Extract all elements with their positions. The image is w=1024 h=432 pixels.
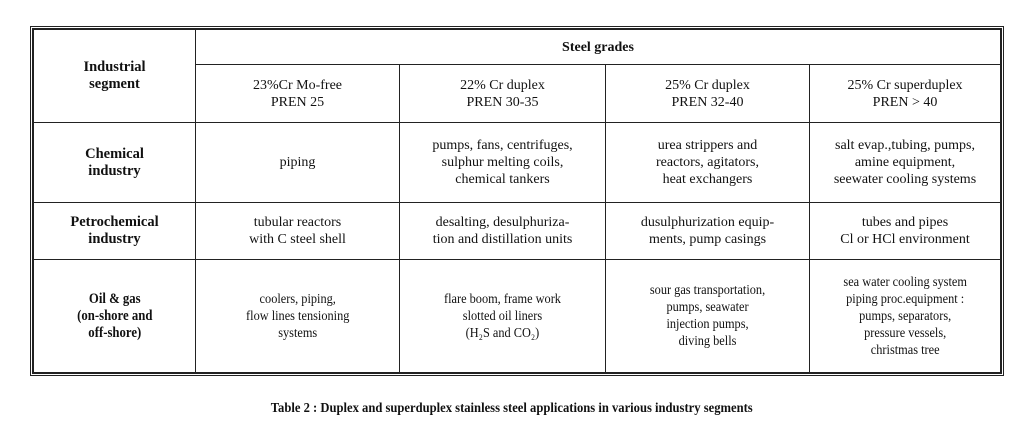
table-row: Chemical industry piping pumps, fans, cen… [33,122,1001,203]
application-cell: tubular reactors with C steel shell [195,202,400,260]
corner-header: Industrial segment [33,29,196,123]
segment-cell: Oil & gas (on-shore and off-shore) [33,259,196,373]
table-caption: Table 2 : Duplex and superduplex stainle… [0,401,1024,417]
application-cell: pumps, fans, centrifuges, sulphur melting… [399,122,606,203]
application-cell: piping [195,122,400,203]
grade-header: 25% Cr duplex PREN 32-40 [605,64,810,123]
segment-cell: Chemical industry [33,122,196,203]
application-cell: salt evap.,tubing, pumps, amine equipment… [809,122,1001,203]
application-cell: urea strippers and reactors, agitators, he… [605,122,810,203]
application-cell: desalting, desulphuriza-tion and distill… [399,202,606,260]
application-cell: tubes and pipes Cl or HCl environment [809,202,1001,260]
table-row: Oil & gas (on-shore and off-shore) coolers… [33,259,1001,373]
grade-header: 23%Cr Mo-free PREN 25 [195,64,400,123]
application-cell: sea water cooling system piping proc.equi… [809,259,1001,373]
steel-grades-header: Steel grades [195,29,1001,65]
applications-table-frame: Industrial segment Steel grades 23%Cr Mo… [30,26,1004,376]
applications-table: Industrial segment Steel grades 23%Cr Mo… [33,29,1001,373]
application-cell: flare boom, frame work slotted oil liners… [399,259,606,373]
corner-header-line: segment [89,76,140,92]
caption-text: Table 2 : Duplex and superduplex stainle… [271,401,753,416]
table-row: Petrochemical industry tubular reactors wi… [33,202,1001,260]
application-cell: sour gas transportation, pumps, seawater i… [605,259,810,373]
application-cell: coolers, piping, flow lines tensioning sys… [195,259,400,373]
grade-header: 25% Cr superduplex PREN > 40 [809,64,1001,123]
application-cell: dusulphurization equip-ments, pump casin… [605,202,810,260]
corner-header-line: Industrial [83,59,146,75]
grades-row: 23%Cr Mo-free PREN 25 22% Cr duplex PREN 3… [34,64,1001,123]
segment-cell: Petrochemical industry [33,202,196,260]
grade-header: 22% Cr duplex PREN 30-35 [399,64,606,123]
